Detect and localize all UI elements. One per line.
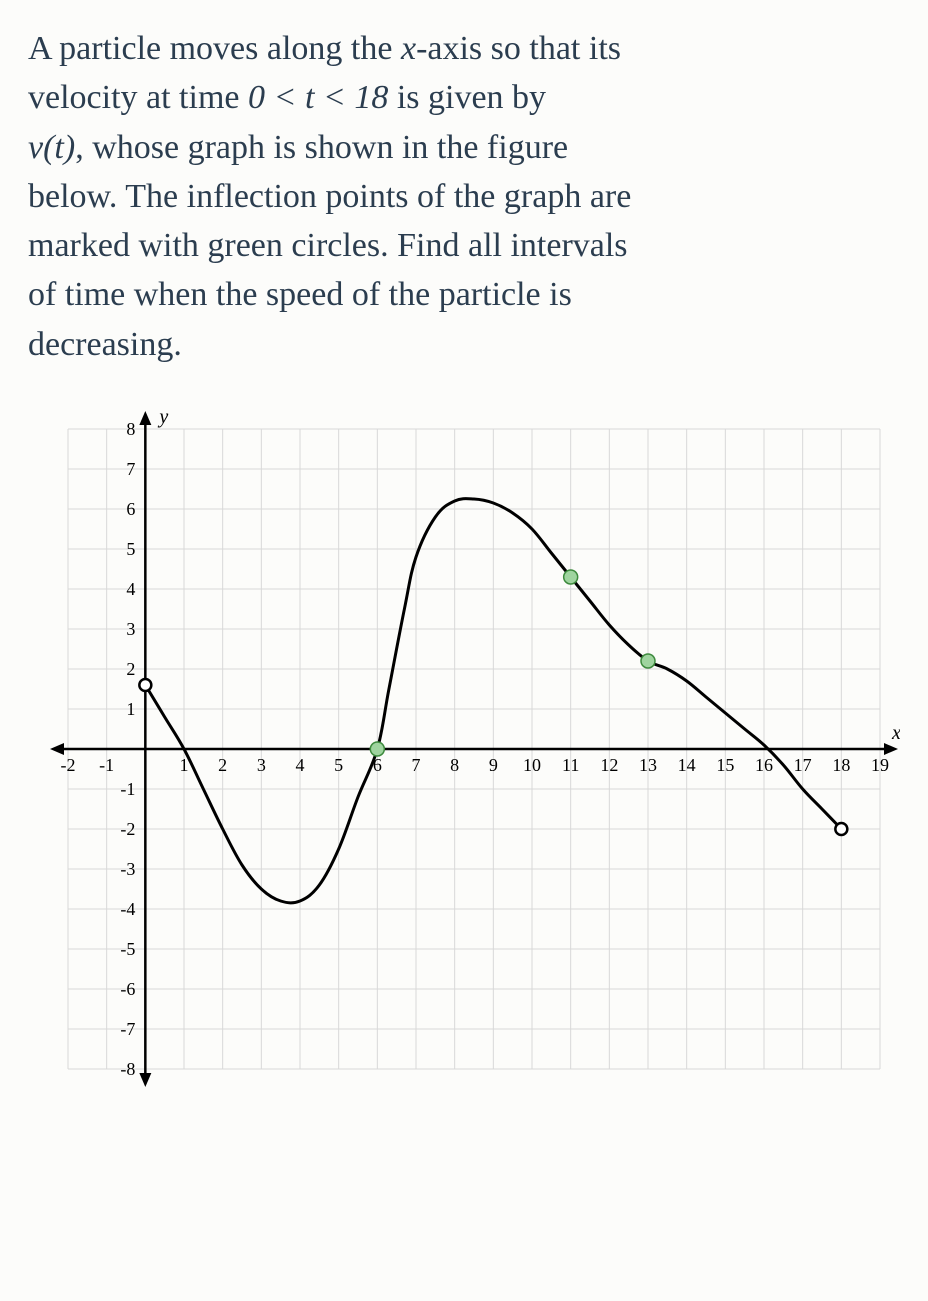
svg-text:15: 15 [716,755,734,775]
svg-text:8: 8 [126,419,135,439]
svg-text:1: 1 [126,699,135,719]
svg-text:8: 8 [450,755,459,775]
svg-text:4: 4 [296,755,305,775]
svg-text:-7: -7 [120,1019,135,1039]
svg-text:3: 3 [126,619,135,639]
open-endpoint [835,823,847,835]
chart-svg: -2-1123456789101112131415161718191234567… [28,409,900,1089]
text: is given by [388,79,546,116]
svg-text:7: 7 [126,459,135,479]
svg-text:-2: -2 [61,755,76,775]
text: A particle moves along the [28,30,401,67]
inflection-point [641,654,655,668]
svg-text:2: 2 [218,755,227,775]
svg-text:9: 9 [489,755,498,775]
svg-text:3: 3 [257,755,266,775]
text: decreasing. [28,326,182,363]
svg-text:13: 13 [639,755,657,775]
svg-text:2: 2 [126,659,135,679]
y-axis-label: y [157,409,168,428]
axes [50,411,898,1087]
svg-text:-5: -5 [120,939,135,959]
x-axis-label: x [891,722,900,744]
inflection-point [370,742,384,756]
svg-text:-3: -3 [120,859,135,879]
svg-text:-8: -8 [120,1059,135,1079]
svg-text:6: 6 [126,499,135,519]
svg-text:14: 14 [678,755,696,775]
svg-text:19: 19 [871,755,889,775]
text: velocity at time [28,79,248,116]
svg-text:11: 11 [562,755,579,775]
svg-text:-4: -4 [120,899,135,919]
text: , whose graph is shown in the figure [75,129,568,166]
svg-text:4: 4 [126,579,135,599]
problem-statement: A particle moves along the x-axis so tha… [28,24,900,369]
svg-text:17: 17 [794,755,812,775]
inequality: 0 < t < 18 [248,79,388,116]
svg-text:7: 7 [412,755,421,775]
svg-text:-6: -6 [120,979,135,999]
svg-text:-2: -2 [120,819,135,839]
svg-text:5: 5 [334,755,343,775]
svg-text:12: 12 [600,755,618,775]
svg-text:-1: -1 [120,779,135,799]
inflection-point [564,570,578,584]
text: of time when the speed of the particle i… [28,276,572,313]
velocity-graph: -2-1123456789101112131415161718191234567… [28,409,900,1089]
svg-text:18: 18 [832,755,850,775]
var-x: x [401,30,416,67]
svg-text:10: 10 [523,755,541,775]
svg-text:-1: -1 [99,755,114,775]
text: -axis so that its [416,30,621,67]
svg-text:5: 5 [126,539,135,559]
text: below. The inflection points of the grap… [28,178,631,215]
open-endpoint [139,679,151,691]
function-v: v(t) [28,129,75,166]
svg-text:16: 16 [755,755,773,775]
text: marked with green circles. Find all inte… [28,227,628,264]
